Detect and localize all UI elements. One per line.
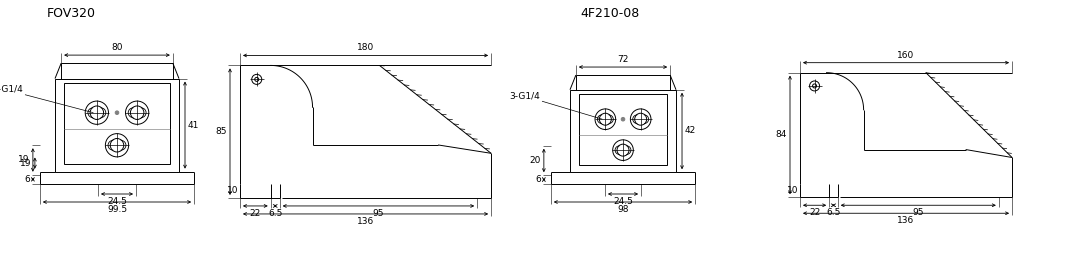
Text: 19: 19 bbox=[20, 158, 32, 168]
Text: FOV320: FOV320 bbox=[47, 7, 96, 20]
Text: 42: 42 bbox=[685, 126, 696, 136]
Bar bbox=[570, 90, 676, 172]
Text: 160: 160 bbox=[897, 51, 915, 60]
Text: 98: 98 bbox=[617, 205, 629, 214]
Text: 80: 80 bbox=[111, 43, 123, 52]
Text: 3-G1/4: 3-G1/4 bbox=[509, 91, 540, 100]
Text: 95: 95 bbox=[373, 209, 384, 218]
Text: 136: 136 bbox=[357, 217, 374, 226]
Text: 22: 22 bbox=[809, 208, 820, 217]
Text: 10: 10 bbox=[787, 186, 797, 195]
Text: 22: 22 bbox=[250, 209, 261, 218]
Text: 72: 72 bbox=[617, 55, 629, 64]
Text: 84: 84 bbox=[776, 131, 787, 140]
Text: 95: 95 bbox=[913, 208, 924, 217]
Text: 6: 6 bbox=[25, 175, 30, 184]
Text: 24.5: 24.5 bbox=[107, 197, 127, 206]
Text: 19: 19 bbox=[18, 155, 30, 165]
Bar bbox=[578, 94, 667, 165]
Circle shape bbox=[115, 111, 119, 114]
Text: 3-G1/4: 3-G1/4 bbox=[0, 85, 24, 94]
Text: 6.5: 6.5 bbox=[268, 209, 282, 218]
Text: 24.5: 24.5 bbox=[614, 197, 633, 206]
Bar bbox=[55, 79, 179, 172]
Text: 6.5: 6.5 bbox=[826, 208, 840, 217]
Bar bbox=[64, 83, 170, 164]
Text: 99.5: 99.5 bbox=[107, 205, 127, 214]
Text: 6: 6 bbox=[536, 175, 541, 184]
Circle shape bbox=[621, 117, 624, 121]
Text: 180: 180 bbox=[357, 44, 374, 52]
Text: 20: 20 bbox=[529, 156, 541, 165]
Text: 4F210-08: 4F210-08 bbox=[580, 7, 639, 20]
Text: 10: 10 bbox=[227, 186, 238, 196]
Text: 41: 41 bbox=[188, 121, 200, 130]
Text: 85: 85 bbox=[216, 127, 227, 136]
Text: 136: 136 bbox=[897, 216, 915, 225]
